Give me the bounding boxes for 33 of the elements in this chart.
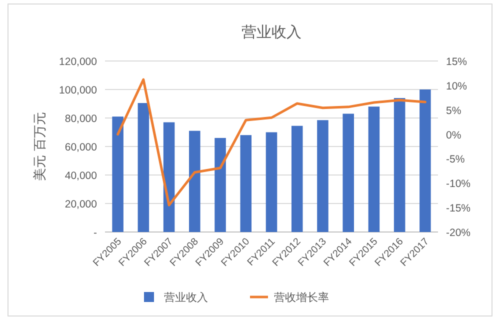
bar bbox=[112, 116, 124, 232]
y-tick-label: 120,000 bbox=[59, 56, 98, 68]
y-tick-label: - bbox=[94, 227, 98, 239]
bar bbox=[342, 114, 354, 232]
y-axis-title: 美元 百万元 bbox=[32, 112, 47, 181]
y-tick-label: 60,000 bbox=[64, 142, 98, 154]
y-tick-label: 40,000 bbox=[64, 170, 98, 182]
bar bbox=[420, 90, 431, 232]
y-tick-label: 80,000 bbox=[64, 113, 98, 125]
chart-title: 营业收入 bbox=[242, 24, 302, 41]
bar bbox=[163, 122, 175, 232]
bar bbox=[138, 103, 150, 232]
y2-tick-label: -20% bbox=[446, 227, 471, 239]
line-series bbox=[116, 78, 426, 206]
y2-tick-label: -10% bbox=[446, 178, 471, 190]
bar bbox=[189, 130, 200, 232]
y2-tick-label: 5% bbox=[446, 104, 462, 117]
bar bbox=[240, 135, 252, 232]
legend-label: 营收增长率 bbox=[274, 291, 329, 304]
y2-tick-label: 15% bbox=[446, 56, 468, 68]
y2-tick-label: -5% bbox=[446, 154, 465, 166]
bar bbox=[317, 120, 328, 232]
legend-label: 营业收入 bbox=[164, 291, 208, 304]
bar bbox=[394, 98, 406, 232]
bar bbox=[214, 138, 226, 232]
y2-tick-label: 0% bbox=[446, 129, 462, 142]
y2-tick-label: 10% bbox=[446, 80, 468, 92]
y-tick-label: 100,000 bbox=[59, 84, 98, 96]
y2-tick-label: -15% bbox=[446, 202, 471, 215]
y-tick-label: 20,000 bbox=[64, 198, 98, 210]
bar bbox=[368, 106, 380, 232]
bar bbox=[291, 126, 303, 232]
bar bbox=[266, 132, 278, 232]
